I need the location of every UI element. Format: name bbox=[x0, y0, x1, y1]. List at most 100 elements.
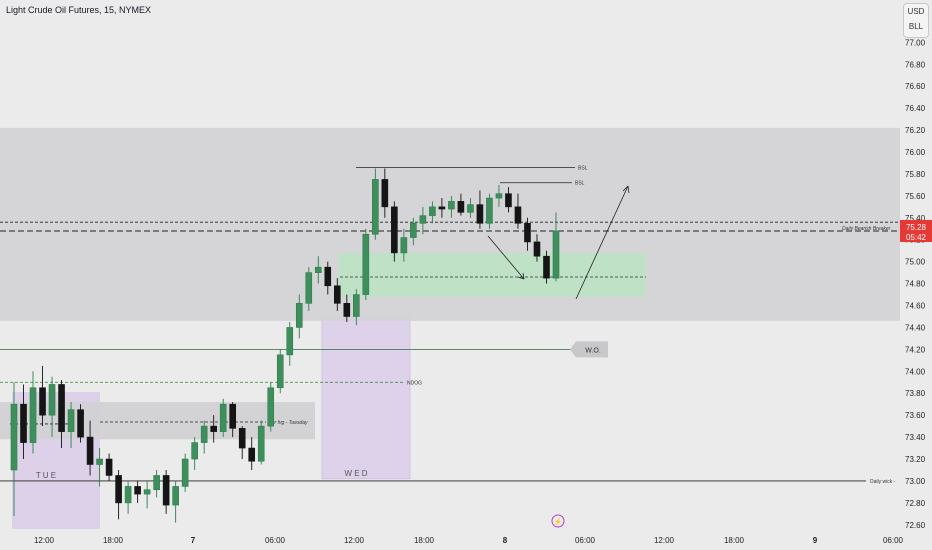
candle-body bbox=[438, 206, 446, 210]
price-tick-label: 76.20 bbox=[905, 126, 926, 135]
price-tick-label: 76.40 bbox=[905, 104, 926, 113]
candle-body bbox=[476, 204, 484, 224]
price-tick-label: 73.40 bbox=[905, 433, 926, 442]
candle-body bbox=[248, 447, 256, 462]
candle-body bbox=[257, 425, 265, 462]
currency-unit-selector[interactable]: USD BLL bbox=[903, 3, 929, 38]
candle-body bbox=[162, 475, 170, 506]
price-tick-label: 76.00 bbox=[905, 148, 926, 157]
fvg-label: 1hr fvg - Tuesday bbox=[269, 420, 308, 426]
wed-session-box bbox=[321, 316, 411, 480]
bsl-label-2: BSL bbox=[575, 181, 585, 187]
price-tick-label: 75.00 bbox=[905, 258, 926, 267]
ndog-label: NDOG bbox=[407, 380, 422, 386]
candle-body bbox=[524, 222, 531, 243]
candle-body bbox=[552, 230, 560, 279]
price-tick-label: 73.80 bbox=[905, 389, 926, 398]
candle-body bbox=[267, 387, 275, 427]
candle-body bbox=[543, 255, 550, 279]
bearish-arrowhead bbox=[517, 272, 525, 280]
price-axis-panel bbox=[900, 0, 932, 550]
bullish-projection-arrow bbox=[575, 185, 629, 300]
unit-label: BLL bbox=[908, 22, 924, 31]
candle-body bbox=[134, 486, 141, 495]
time-tick-label: 9 bbox=[813, 536, 818, 545]
daily-wick-label: Daily wick - bbox=[870, 479, 896, 485]
candle-body bbox=[419, 215, 427, 224]
candle-body bbox=[143, 489, 151, 495]
candle-body bbox=[514, 206, 522, 224]
candle-body bbox=[29, 387, 37, 443]
candle-body bbox=[105, 458, 113, 476]
price-tick-label: 74.60 bbox=[905, 302, 926, 311]
price-tick-label: 75.60 bbox=[905, 192, 926, 201]
last-price-tag bbox=[900, 219, 932, 242]
candle-body bbox=[314, 266, 322, 273]
price-tick-label: 73.60 bbox=[905, 411, 926, 420]
candle-body bbox=[172, 486, 179, 506]
daily-bearish-breaker-label: Daily Bearish Breaker bbox=[842, 226, 891, 232]
weekly-open-label: W.O. bbox=[585, 347, 601, 354]
time-tick-label: 7 bbox=[191, 536, 196, 545]
candle-body bbox=[505, 193, 512, 208]
currency-label: USD bbox=[907, 7, 925, 16]
price-tick-label: 74.20 bbox=[905, 345, 926, 354]
candle-body bbox=[362, 233, 370, 295]
candle-body bbox=[343, 303, 351, 317]
price-tick-label: 72.80 bbox=[905, 499, 926, 508]
candle-body bbox=[457, 201, 465, 213]
lightning-icon bbox=[551, 514, 565, 528]
candle-body bbox=[305, 272, 313, 304]
candle-body bbox=[181, 458, 189, 487]
price-tick-label: 76.60 bbox=[905, 82, 926, 91]
candle-body bbox=[67, 409, 75, 432]
price-tick-label: 73.00 bbox=[905, 477, 926, 486]
time-tick-label: 06:00 bbox=[575, 536, 596, 545]
candle-body bbox=[381, 179, 389, 208]
candle-body bbox=[96, 458, 103, 465]
candle-body bbox=[229, 403, 237, 429]
candle-body bbox=[10, 403, 18, 471]
symbol-title: Light Crude Oil Futures, 15, NYMEX bbox=[6, 5, 152, 15]
candle-body bbox=[219, 403, 227, 432]
candle-body bbox=[238, 428, 246, 449]
price-tick-label: 76.80 bbox=[905, 60, 926, 69]
time-tick-label: 18:00 bbox=[103, 536, 124, 545]
candle-body bbox=[486, 197, 493, 224]
weekly-open-tag bbox=[570, 341, 608, 358]
bearish-arrow bbox=[487, 235, 525, 280]
bullish-green-zone bbox=[338, 252, 646, 297]
bar-countdown: 05:42 bbox=[906, 233, 927, 242]
bsl-label-1: BSL bbox=[578, 165, 588, 171]
time-tick-label: 06:00 bbox=[883, 536, 904, 545]
candle-body bbox=[324, 266, 332, 287]
time-tick-label: 12:00 bbox=[654, 536, 675, 545]
candle-body bbox=[467, 204, 474, 213]
candle-body bbox=[410, 222, 417, 238]
candle-body bbox=[429, 206, 436, 216]
candle-body bbox=[77, 409, 84, 438]
time-tick-label: 06:00 bbox=[265, 536, 286, 545]
candle-body bbox=[353, 294, 360, 317]
candle-body bbox=[115, 475, 122, 504]
price-tick-label: 72.60 bbox=[905, 521, 926, 530]
price-tick-label: 75.40 bbox=[905, 214, 926, 223]
wed-session-label: W E D bbox=[344, 469, 367, 478]
candle-body bbox=[124, 486, 132, 504]
price-tick-label: 74.80 bbox=[905, 280, 926, 289]
candle-body bbox=[333, 285, 341, 304]
candle-body bbox=[448, 201, 455, 210]
candle-body bbox=[276, 354, 284, 389]
candle-body bbox=[58, 384, 65, 432]
candle-body bbox=[153, 475, 160, 491]
time-tick-label: 8 bbox=[503, 536, 508, 545]
time-tick-label: 18:00 bbox=[414, 536, 435, 545]
candle-body bbox=[400, 237, 408, 254]
candle-body bbox=[191, 442, 198, 460]
last-price-value: 75.28 bbox=[906, 223, 927, 232]
time-tick-label: 18:00 bbox=[724, 536, 745, 545]
candle-body bbox=[391, 206, 398, 254]
candle-body bbox=[20, 403, 27, 443]
candle-body bbox=[372, 179, 379, 235]
